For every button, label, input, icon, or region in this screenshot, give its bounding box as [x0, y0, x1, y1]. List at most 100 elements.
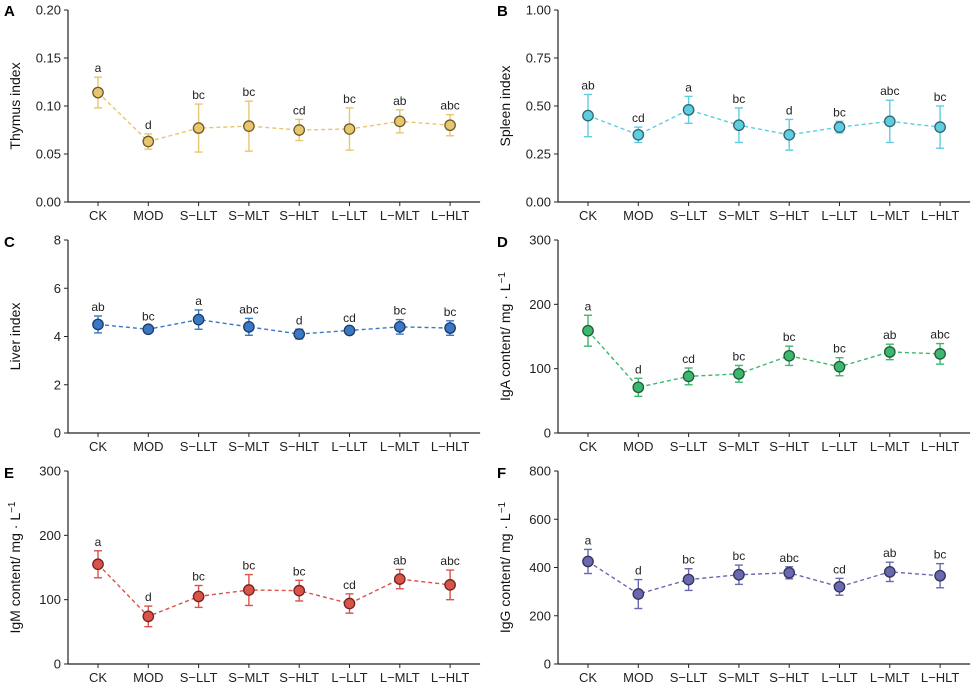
panel-label: E: [4, 465, 14, 482]
data-point: [632, 588, 645, 600]
significance-letter: bc: [833, 342, 846, 356]
x-tick-label: L−LLT: [821, 439, 857, 454]
significance-letter: bc: [343, 92, 356, 106]
data-point: [444, 119, 456, 132]
significance-letter: bc: [192, 88, 205, 102]
x-tick-label: S−HLT: [769, 439, 809, 454]
data-point: [92, 86, 104, 99]
x-tick-label: MOD: [623, 670, 653, 685]
y-tick-label: 1.00: [526, 3, 551, 18]
x-tick-label: L−MLT: [380, 208, 420, 223]
y-axis-title-exponent: −1: [497, 272, 508, 284]
data-point: [934, 569, 946, 582]
data-point: [393, 573, 406, 585]
data-point: [733, 367, 745, 380]
data-point: [632, 128, 645, 141]
panel-a: A 0.00 0.05 0.10 0.15 0.20 Thymus index CK MOD S−…: [4, 3, 481, 223]
y-tick-label: 0: [54, 657, 61, 672]
y-tick-label: 0.05: [36, 147, 61, 162]
significance-letter: bc: [192, 570, 205, 584]
y-tick-label: 400: [529, 560, 551, 575]
significance-letter: bc: [783, 330, 796, 344]
significance-letter: d: [296, 313, 303, 327]
data-point: [343, 123, 356, 135]
x-tick-label: S−LLT: [670, 439, 708, 454]
x-tick-label: S−HLT: [769, 670, 809, 685]
significance-letter: a: [585, 299, 592, 313]
data-point: [293, 124, 306, 136]
y-tick-label: 0: [544, 657, 551, 672]
data-point: [343, 324, 356, 337]
x-tick-label: MOD: [133, 208, 163, 223]
data-point: [142, 135, 155, 148]
significance-letter: bc: [733, 549, 746, 563]
significance-letter: cd: [293, 103, 306, 117]
significance-letter: abc: [239, 302, 258, 316]
data-point: [733, 119, 745, 132]
data-point: [293, 584, 306, 597]
significance-letter: bc: [393, 304, 406, 318]
x-tick-label: L−HLT: [921, 208, 959, 223]
significance-letter: abc: [780, 551, 799, 565]
x-tick-label: S−MLT: [228, 208, 269, 223]
x-tick-label: MOD: [133, 439, 163, 454]
significance-letter: ab: [91, 300, 105, 314]
x-tick-label: CK: [89, 670, 107, 685]
data-point: [243, 584, 255, 596]
y-tick-label: 0.15: [36, 51, 61, 66]
data-point: [582, 109, 594, 122]
significance-letter: bc: [243, 559, 256, 573]
y-tick-label: 600: [529, 512, 551, 527]
y-tick-label: 0.50: [526, 99, 551, 114]
data-point: [582, 324, 594, 337]
x-tick-label: L−HLT: [431, 208, 469, 223]
data-point: [682, 103, 695, 116]
data-point: [142, 610, 155, 623]
x-tick-label: L−LLT: [331, 439, 367, 454]
x-tick-label: S−MLT: [718, 670, 759, 685]
data-point: [582, 555, 594, 568]
data-point: [833, 580, 846, 593]
data-point: [833, 360, 846, 373]
significance-letter: ab: [581, 78, 595, 92]
panel-label: D: [497, 234, 508, 251]
significance-letter: d: [635, 564, 642, 578]
significance-letter: ab: [883, 328, 897, 342]
y-tick-label: 300: [39, 464, 61, 479]
significance-letter: bc: [444, 305, 457, 319]
panel-label: F: [497, 465, 506, 482]
x-tick-label: S−HLT: [769, 208, 809, 223]
data-point: [92, 318, 104, 331]
significance-letter: bc: [934, 548, 947, 562]
x-tick-label: S−MLT: [228, 670, 269, 685]
panel-f: F 0 200 400 600 800 IgG content/ mg · L−1 CK MOD…: [497, 464, 971, 685]
significance-letter: bc: [243, 85, 256, 99]
x-tick-label: S−LLT: [670, 670, 708, 685]
data-point: [682, 573, 695, 586]
x-tick-label: MOD: [623, 439, 653, 454]
x-tick-label: CK: [579, 670, 597, 685]
significance-letter: d: [786, 103, 793, 117]
significance-letter: abc: [930, 328, 949, 342]
panel-label: B: [497, 3, 508, 20]
y-axis-title-exponent: −1: [7, 501, 18, 513]
panel-e: E 0 100 200 300 IgM content/ mg · L−1 CK MOD S−L…: [4, 464, 481, 685]
x-tick-label: L−LLT: [331, 208, 367, 223]
data-point: [192, 122, 205, 134]
x-tick-label: MOD: [133, 670, 163, 685]
y-tick-label: 0.00: [526, 195, 551, 210]
data-point: [444, 322, 456, 334]
significance-letter: cd: [343, 578, 356, 592]
panel-b: B 0.00 0.25 0.50 0.75 1.00 Spleen index CK MOD S−…: [497, 3, 971, 223]
panel-c: C 0 2 4 6 8 Liver index CK MOD S−LLT S−MLT S−HLT L−L…: [4, 233, 481, 454]
panel-d: D 0 100 200 300 IgA content/ mg · L−1 CK MOD S−L…: [497, 233, 971, 454]
x-tick-label: S−MLT: [228, 439, 269, 454]
significance-letter: ab: [393, 94, 407, 108]
y-tick-label: 0.10: [36, 99, 61, 114]
significance-letter: cd: [632, 111, 645, 125]
data-point: [243, 320, 255, 333]
x-tick-label: S−MLT: [718, 439, 759, 454]
x-tick-label: S−LLT: [180, 670, 218, 685]
y-tick-label: 2: [54, 377, 61, 392]
x-tick-label: S−LLT: [670, 208, 708, 223]
